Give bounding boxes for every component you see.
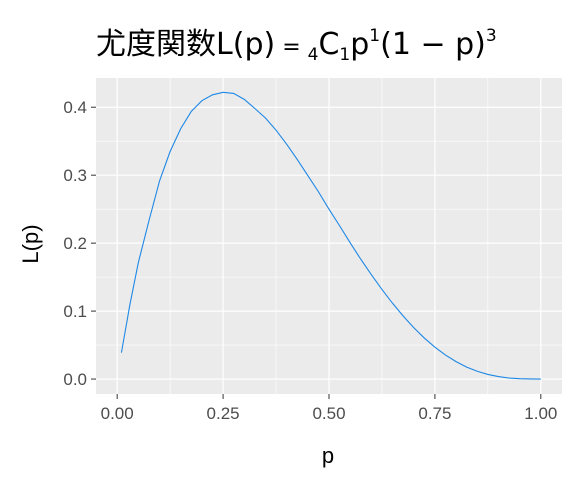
x-axis-title: p bbox=[322, 443, 334, 468]
title-var: p bbox=[350, 27, 369, 62]
title-comb-sub: 1 bbox=[339, 45, 350, 65]
title-comb: C bbox=[318, 27, 339, 62]
title-arg: p bbox=[244, 27, 263, 62]
x-tick-label: 1.00 bbox=[524, 404, 557, 423]
y-axis-ticks: 0.0 0.1 0.2 0.3 0.4 bbox=[63, 98, 96, 389]
y-tick-label: 0.0 bbox=[63, 370, 87, 389]
title-var-sup: 1 bbox=[369, 26, 380, 46]
likelihood-curve bbox=[120, 91, 541, 380]
y-tick-label: 0.1 bbox=[63, 302, 87, 321]
title-inner: 1 − p bbox=[392, 27, 474, 62]
x-tick-label: 0.25 bbox=[207, 404, 240, 423]
y-axis-title: L(p) bbox=[18, 224, 43, 263]
title-left-sub: 4 bbox=[308, 45, 319, 65]
y-tick-label: 0.4 bbox=[63, 98, 87, 117]
title-close-paren: ) bbox=[263, 27, 275, 62]
major-gridlines bbox=[96, 78, 562, 394]
x-tick-label: 0.00 bbox=[101, 404, 134, 423]
x-tick-label: 0.75 bbox=[418, 404, 451, 423]
title-open-paren-2: ( bbox=[380, 27, 392, 62]
x-tick-label: 0.50 bbox=[312, 404, 345, 423]
x-axis-ticks: 0.00 0.25 0.50 0.75 1.00 bbox=[101, 394, 557, 423]
title-prefix: 尤度関数L bbox=[96, 27, 233, 62]
title-equals: = bbox=[275, 35, 307, 60]
title-close-paren-2: ) bbox=[474, 27, 486, 62]
title-open-paren: ( bbox=[233, 27, 245, 62]
y-tick-label: 0.3 bbox=[63, 166, 87, 185]
title-outer-sup: 3 bbox=[486, 26, 497, 46]
y-tick-label: 0.2 bbox=[63, 234, 87, 253]
chart-title: 尤度関数L(p) = 4C1p1(1 − p)3 bbox=[96, 26, 497, 65]
